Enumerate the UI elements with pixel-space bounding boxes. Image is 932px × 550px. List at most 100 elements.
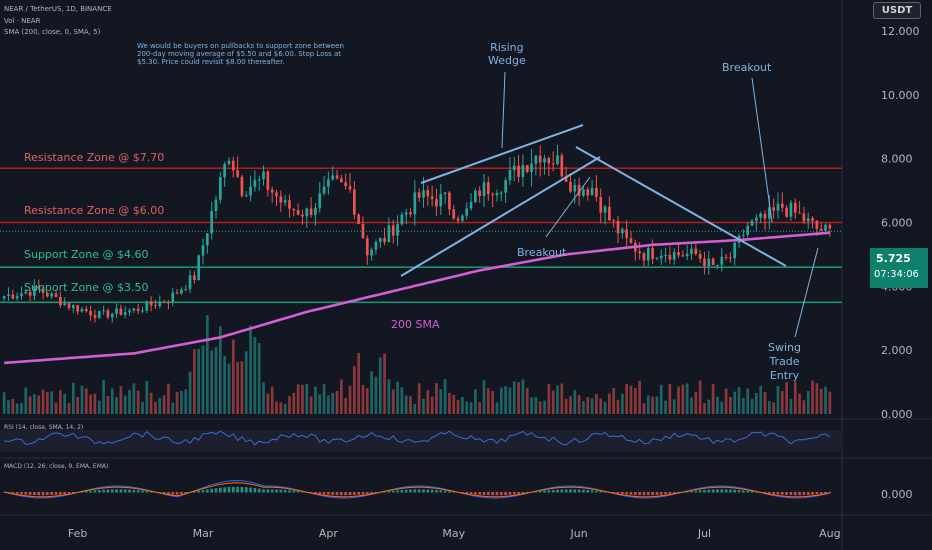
candle-body — [223, 164, 226, 178]
volume-bar — [136, 390, 140, 414]
volume-bar — [205, 315, 209, 414]
candle-body — [46, 292, 49, 297]
volume-bar — [391, 389, 395, 414]
candle-body — [651, 248, 654, 259]
volume-bar — [547, 383, 551, 414]
candle-body — [465, 208, 469, 216]
candle-body — [210, 211, 214, 234]
candle-body — [789, 202, 793, 217]
currency-button[interactable]: USDT — [873, 2, 921, 19]
candle-body — [279, 196, 283, 203]
macd-histogram-bar — [767, 492, 771, 494]
candle-body — [2, 296, 6, 299]
candle-countdown: 07:34:06 — [874, 269, 919, 280]
candle-body — [486, 182, 490, 195]
volume-bar — [128, 389, 131, 414]
macd-histogram-bar — [534, 491, 538, 493]
rsi-indicator-line[interactable]: RSI (14, close, SMA, 14, 2) — [4, 424, 84, 431]
volume-bar — [417, 383, 421, 414]
macd-histogram-bar — [573, 489, 577, 493]
candle-body — [123, 312, 127, 315]
candle-body — [525, 165, 529, 173]
candle-body — [24, 291, 28, 294]
volume-bar — [772, 402, 775, 414]
volume-bar — [210, 350, 214, 414]
candle-body — [331, 175, 335, 180]
candle-body — [231, 160, 235, 171]
volume-bar — [685, 383, 689, 414]
volume-bar — [625, 384, 629, 414]
volume-indicator-line[interactable]: Vol · NEAR — [4, 17, 41, 25]
macd-histogram-bar — [547, 490, 551, 493]
macd-histogram-bar — [84, 491, 88, 493]
volume-bar — [569, 396, 572, 414]
candle-body — [729, 257, 732, 259]
macd-histogram-bar — [201, 490, 205, 493]
candle-body — [218, 177, 222, 200]
volume-bar — [132, 383, 136, 414]
macd-histogram-bar — [556, 489, 559, 493]
volume-bar — [681, 384, 685, 414]
candle-body — [413, 192, 417, 215]
macd-histogram-bar — [819, 492, 823, 494]
candle-body — [664, 254, 667, 256]
macd-histogram-bar — [422, 489, 425, 493]
volume-bar — [223, 355, 226, 414]
volume-bar — [370, 371, 373, 414]
volume-bar — [41, 389, 45, 414]
volume-bar — [253, 336, 257, 414]
volume-bar — [789, 399, 793, 414]
macd-histogram-bar — [603, 491, 607, 493]
sma-indicator-line[interactable]: SMA (200, close, 0, SMA, 5) — [4, 28, 101, 36]
macd-histogram-bar — [564, 489, 568, 493]
macd-histogram-bar — [145, 491, 149, 493]
volume-bar — [793, 381, 797, 414]
macd-histogram-bar — [474, 492, 477, 495]
candle-body — [162, 301, 166, 303]
macd-indicator-line[interactable]: MACD (12, 26, close, 9, EMA, EMA) — [4, 463, 109, 470]
candle-body — [33, 286, 36, 296]
macd-histogram-bar — [409, 489, 412, 493]
volume-bar — [620, 393, 624, 414]
support-350-label: Support Zone @ $3.50 — [24, 281, 149, 294]
candle-body — [590, 187, 594, 196]
macd-histogram-bar — [93, 490, 97, 493]
volume-bar — [435, 383, 438, 414]
candle-body — [71, 305, 75, 309]
volume-bar — [84, 388, 88, 414]
time-tick-label: Jul — [697, 527, 711, 540]
volume-bar — [80, 385, 84, 414]
volume-bar — [469, 402, 473, 414]
candle-body — [154, 305, 157, 307]
volume-bar — [218, 326, 222, 414]
macd-histogram-bar — [236, 486, 239, 493]
macd-histogram-bar — [806, 492, 810, 495]
macd-histogram-bar — [707, 489, 711, 493]
macd-histogram-bar — [24, 492, 28, 495]
macd-histogram-bar — [638, 492, 641, 496]
volume-bar — [603, 401, 607, 414]
volume-bar — [785, 382, 788, 414]
macd-histogram-bar — [365, 492, 369, 494]
candle-body — [365, 238, 369, 256]
candle-body — [564, 176, 568, 182]
macd-histogram-bar — [374, 492, 378, 494]
candle-body — [110, 313, 114, 318]
volume-bar — [288, 396, 291, 414]
candle-body — [171, 292, 175, 303]
candle-body — [798, 212, 801, 214]
symbol-line: NEAR / TetherUS, 1D, BINANCE — [4, 5, 112, 13]
macd-histogram-bar — [46, 492, 49, 496]
candle-body — [603, 206, 607, 213]
sma-200-label: 200 SMA — [391, 318, 440, 331]
volume-bar — [37, 395, 41, 414]
candle-body — [690, 248, 693, 254]
candle-body — [547, 158, 551, 164]
macd-histogram-bar — [659, 492, 663, 495]
volume-bar — [422, 398, 425, 414]
resistance-600-label: Resistance Zone @ $6.00 — [24, 204, 165, 217]
macd-histogram-bar — [508, 492, 512, 495]
candle-body — [720, 256, 724, 265]
macd-histogram-bar — [815, 492, 819, 495]
